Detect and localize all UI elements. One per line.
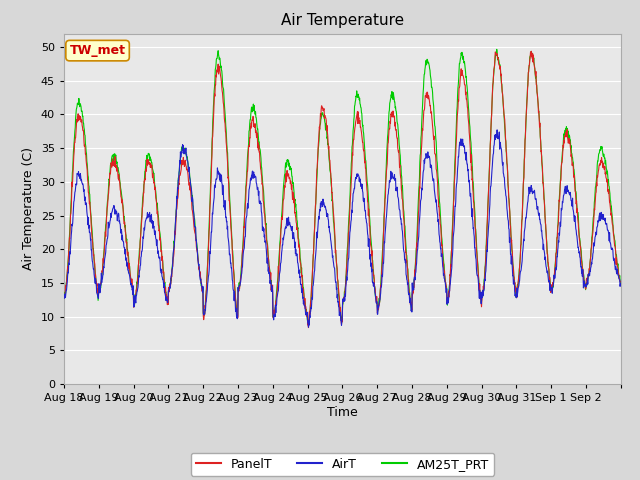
Legend: PanelT, AirT, AM25T_PRT: PanelT, AirT, AM25T_PRT <box>191 453 494 476</box>
Title: Air Temperature: Air Temperature <box>281 13 404 28</box>
X-axis label: Time: Time <box>327 406 358 419</box>
Text: TW_met: TW_met <box>70 44 125 57</box>
Y-axis label: Air Temperature (C): Air Temperature (C) <box>22 147 35 270</box>
